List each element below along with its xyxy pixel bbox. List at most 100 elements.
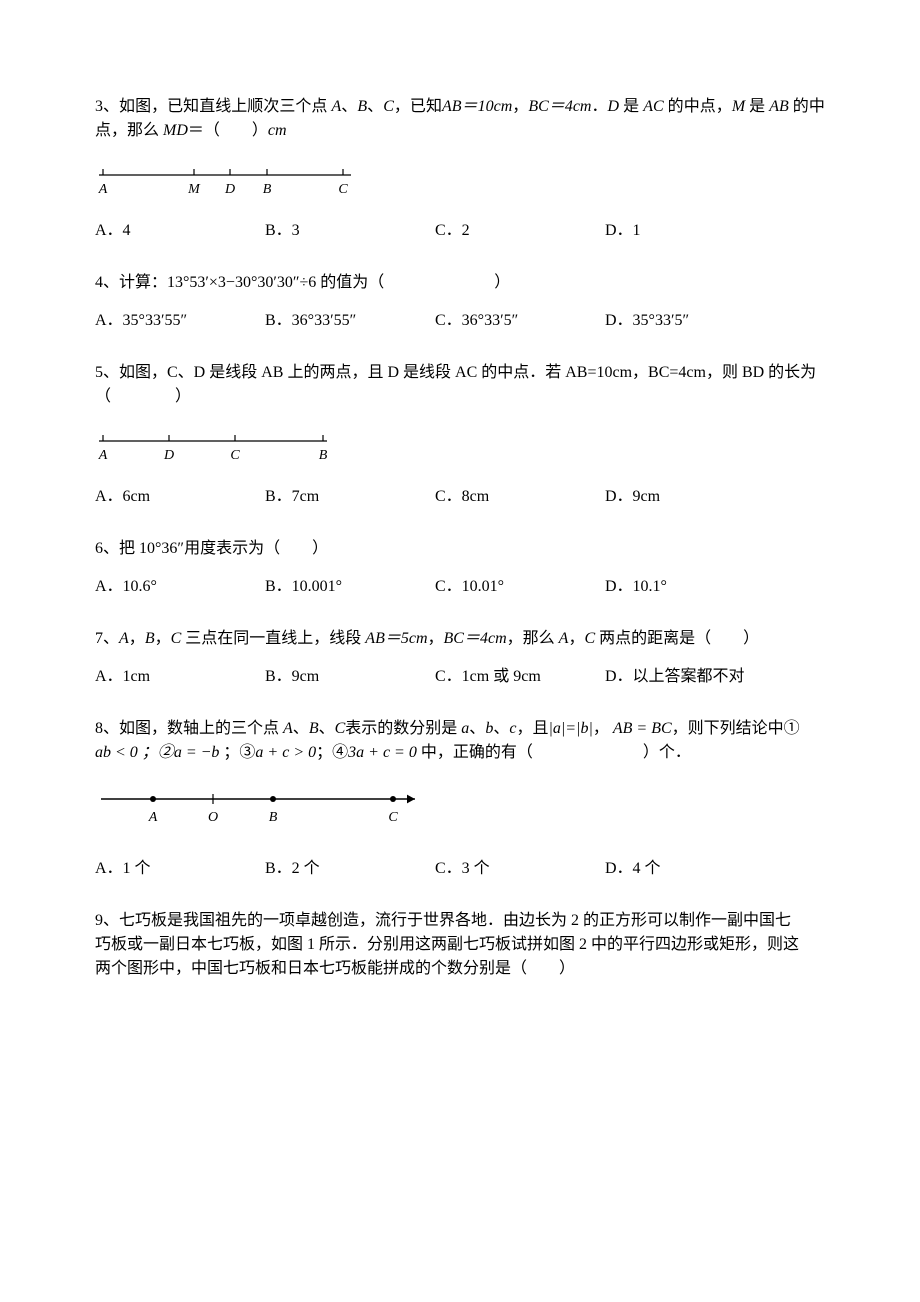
q9-stem: 9、七巧板是我国祖先的一项卓越创造，流行于世界各地．由边长为 2 的正方形可以制… [95,909,825,981]
option-C: C．2 [435,219,605,243]
option-C: C．1cm 或 9cm [435,665,605,689]
question-6: 6、把 10°36″用度表示为（ ） A．10.6°B．10.001°C．10.… [95,537,825,599]
option-A: A．4 [95,219,265,243]
q3-i-B: B [357,98,367,115]
q7-e1: AB＝5cm [365,630,427,647]
q3-m3: 的中点， [664,98,732,115]
option-C: C．3 个 [435,857,605,881]
q8-p1: 8、如图，数轴上的三个点 [95,720,279,737]
q8-c1: 、 [293,720,309,737]
q8-options: A．1 个B．2 个C．3 个D．4 个 [95,857,825,881]
option-D: D．以上答案都不对 [605,665,775,689]
q6-stem: 6、把 10°36″用度表示为（ ） [95,537,825,561]
q8-c5: ， [593,720,609,737]
q3-i-C: C [383,98,394,115]
svg-text:A: A [98,448,108,463]
option-D: D．4 个 [605,857,775,881]
option-C: C．8cm [435,485,605,509]
q7-c4: ， [568,630,584,647]
question-3: 3、如图，已知直线上顺次三个点 A、B、C，已知AB＝10cm，BC＝4cm．D… [95,95,825,243]
q3-figure: AMDBC [95,161,825,197]
q8-e1: |a|=|b| [548,720,592,737]
q9-l3: 两个图形中，中国七巧板和日本七巧板能拼成的个数分别是（ ） [95,957,825,981]
q8-c2: 、 [319,720,335,737]
q7-p4: 两点的距离是（ ） [595,630,759,647]
q3-options: A．4B．3C．2D．1 [95,219,825,243]
q8-l2f: 3a + c = 0 [348,744,417,761]
q8-l2e: ；④ [316,744,348,761]
q3-s4: ． [591,98,607,115]
q4-options: A．35°33′55″B．36°33′55″C．36°33′5″D．35°33′… [95,309,825,333]
q3-m1: ，已知 [394,98,442,115]
option-A: A．1cm [95,665,265,689]
q8-i2: B [309,720,319,737]
question-7: 7、A，B，C 三点在同一直线上，线段 AB＝5cm，BC＝4cm，那么 A，C… [95,627,825,689]
svg-text:B: B [263,182,272,197]
q8-p3: ，且 [516,720,548,737]
q8-e2: AB = BC [613,720,672,737]
q8-l2a: ab < 0 ；② [95,744,174,761]
q5-l2: （ ） [95,385,825,409]
option-D: D．9cm [605,485,775,509]
q4-stem: 4、计算：13°53′×3−30°30′30″÷6 的值为（ ） [95,271,825,295]
q8-l2b: a = −b [174,744,220,761]
question-4: 4、计算：13°53′×3−30°30′30″÷6 的值为（ ） A．35°33′… [95,271,825,333]
q3-e2: BC＝4cm [528,98,591,115]
q3-MD: MD [163,122,188,139]
q3-i-D: D [608,98,620,115]
q3-s3: ， [512,98,528,115]
q7-i3: C [171,630,182,647]
option-B: B．36°33′55″ [265,309,435,333]
q8-i3: C [335,720,346,737]
q7-options: A．1cmB．9cmC．1cm 或 9cmD．以上答案都不对 [95,665,825,689]
q8-c3: 、 [469,720,485,737]
q7-p2: 三点在同一直线上，线段 [181,630,365,647]
q7-p1: 7、 [95,630,119,647]
q5-stem: 5、如图，C、D 是线段 AB 上的两点，且 D 是线段 AC 的中点．若 AB… [95,361,825,409]
q8-l2d: a + c > 0 [255,744,316,761]
q7-c3: ， [428,630,444,647]
option-D: D．10.1° [605,575,775,599]
option-D: D．35°33′5″ [605,309,775,333]
option-B: B．2 个 [265,857,435,881]
svg-text:A: A [98,182,108,197]
option-B: B．7cm [265,485,435,509]
svg-text:C: C [338,182,348,197]
option-A: A．35°33′55″ [95,309,265,333]
q7-stem: 7、A，B，C 三点在同一直线上，线段 AB＝5cm，BC＝4cm，那么 A，C… [95,627,825,651]
svg-text:C: C [230,448,240,463]
svg-text:D: D [224,182,235,197]
q8-p4: ，则下列结论中① [672,720,800,737]
q7-i4: A [559,630,569,647]
q4-t1: 4、计算：13°53′×3−30°30′30″÷6 的值为（ [95,274,384,291]
q7-e2: BC＝4cm [444,630,507,647]
q4-t2: ） [494,274,510,291]
q3-e1: AB＝10cm [442,98,512,115]
q8-p2: 表示的数分别是 [345,720,457,737]
q8-l2g: 中，正确的有（ [417,744,533,761]
q3-m4: 是 [745,98,769,115]
q7-p3: ，那么 [507,630,559,647]
svg-text:M: M [187,182,201,197]
q3-stem: 3、如图，已知直线上顺次三个点 A、B、C，已知AB＝10cm，BC＝4cm．D… [95,95,825,143]
q3-s1: 、 [341,98,357,115]
q7-c1: ， [129,630,145,647]
q6-options: A．10.6°B．10.001°C．10.01°D．10.1° [95,575,825,599]
q8-i1: A [283,720,293,737]
q8-l2h: ）个． [643,744,691,761]
q3-t1: 3、如图，已知直线上顺次三个点 [95,98,327,115]
option-A: A．6cm [95,485,265,509]
q5-l1: 5、如图，C、D 是线段 AB 上的两点，且 D 是线段 AC 的中点．若 AB… [95,361,825,385]
svg-text:D: D [163,448,174,463]
q3-unit: cm [268,122,287,139]
q7-i1: A [119,630,129,647]
option-B: B．3 [265,219,435,243]
svg-text:C: C [388,810,398,825]
q9-l1: 9、七巧板是我国祖先的一项卓越创造，流行于世界各地．由边长为 2 的正方形可以制… [95,909,825,933]
q8-stem: 8、如图，数轴上的三个点 A、B、C表示的数分别是 a、b、c，且|a|=|b|… [95,717,825,765]
q3-i-A: A [332,98,342,115]
q8-l2c: ；③ [219,744,255,761]
option-C: C．36°33′5″ [435,309,605,333]
svg-text:A: A [148,810,158,825]
option-B: B．10.001° [265,575,435,599]
